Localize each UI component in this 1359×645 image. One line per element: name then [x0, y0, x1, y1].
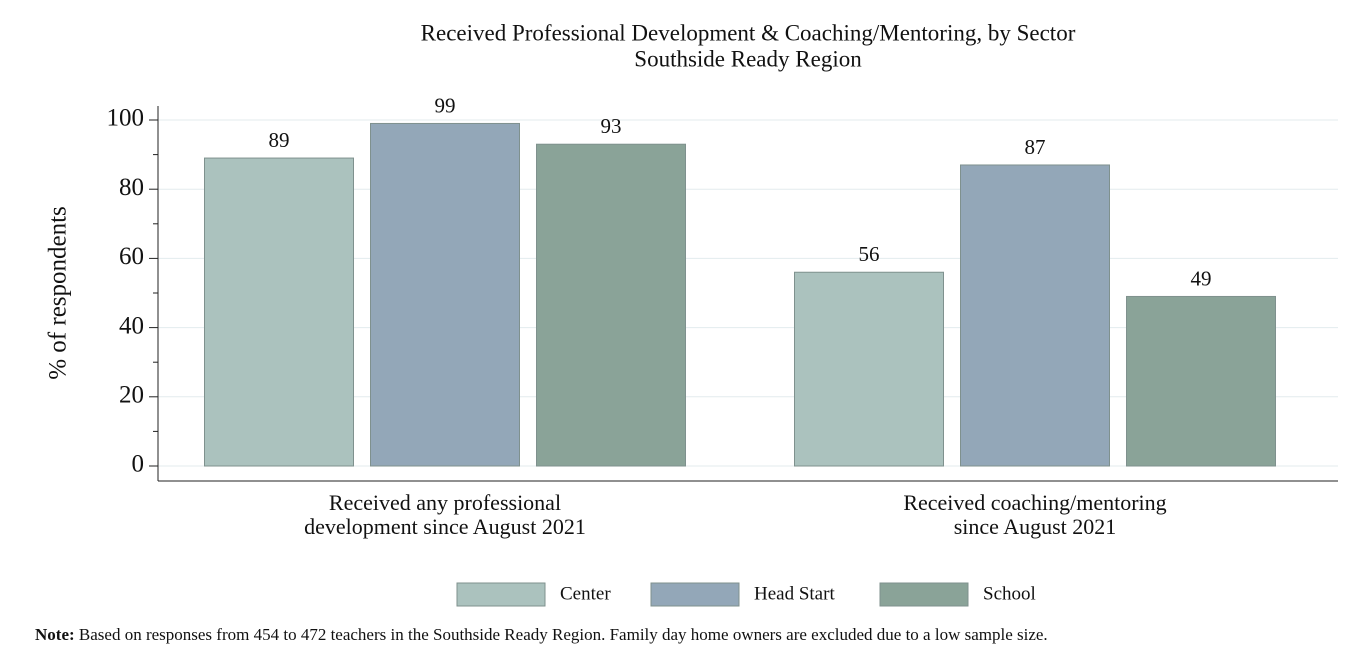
legend-swatch	[456, 582, 546, 607]
bar	[536, 143, 686, 467]
bar	[960, 164, 1110, 467]
x-tick-label-line: Received coaching/mentoring	[903, 490, 1166, 515]
legend-label: School	[983, 583, 1036, 604]
y-tick-label: 100	[107, 105, 145, 132]
y-tick-label: 60	[119, 243, 144, 270]
data-label: 87	[1025, 135, 1046, 159]
data-label: 49	[1191, 266, 1212, 290]
data-label: 89	[269, 128, 290, 152]
x-tick-label-line: since August 2021	[954, 514, 1117, 539]
bar	[370, 122, 520, 467]
bar	[1126, 295, 1276, 467]
chart-subtitle: Southside Ready Region	[634, 46, 862, 71]
legend-label: Head Start	[754, 583, 835, 604]
bar	[794, 271, 944, 467]
note: Note: Based on responses from 454 to 472…	[35, 625, 1048, 644]
x-tick-label-line: Received any professional	[329, 490, 561, 515]
x-tick-label: Received any professional development sin…	[304, 490, 586, 539]
data-label: 99	[435, 93, 456, 117]
note-label: Note:	[35, 625, 75, 644]
legend-label: Center	[560, 583, 611, 604]
data-label: 93	[601, 114, 622, 138]
legend-swatch	[879, 582, 969, 607]
data-label: 56	[859, 242, 880, 266]
bar	[204, 157, 354, 467]
chart-title: Received Professional Development & Coac…	[421, 20, 1076, 45]
y-tick-label: 80	[119, 174, 144, 201]
note-text: Based on responses from 454 to 472 teach…	[79, 625, 1048, 644]
y-tick-label: 20	[119, 382, 144, 409]
y-axis-label: % of respondents	[45, 206, 72, 380]
y-tick-label: 0	[132, 451, 145, 478]
x-tick-label-line: development since August 2021	[304, 514, 586, 539]
legend-swatch	[650, 582, 740, 607]
x-tick-label: Received coaching/mentoring since August …	[903, 490, 1166, 539]
y-tick-label: 40	[119, 312, 144, 339]
